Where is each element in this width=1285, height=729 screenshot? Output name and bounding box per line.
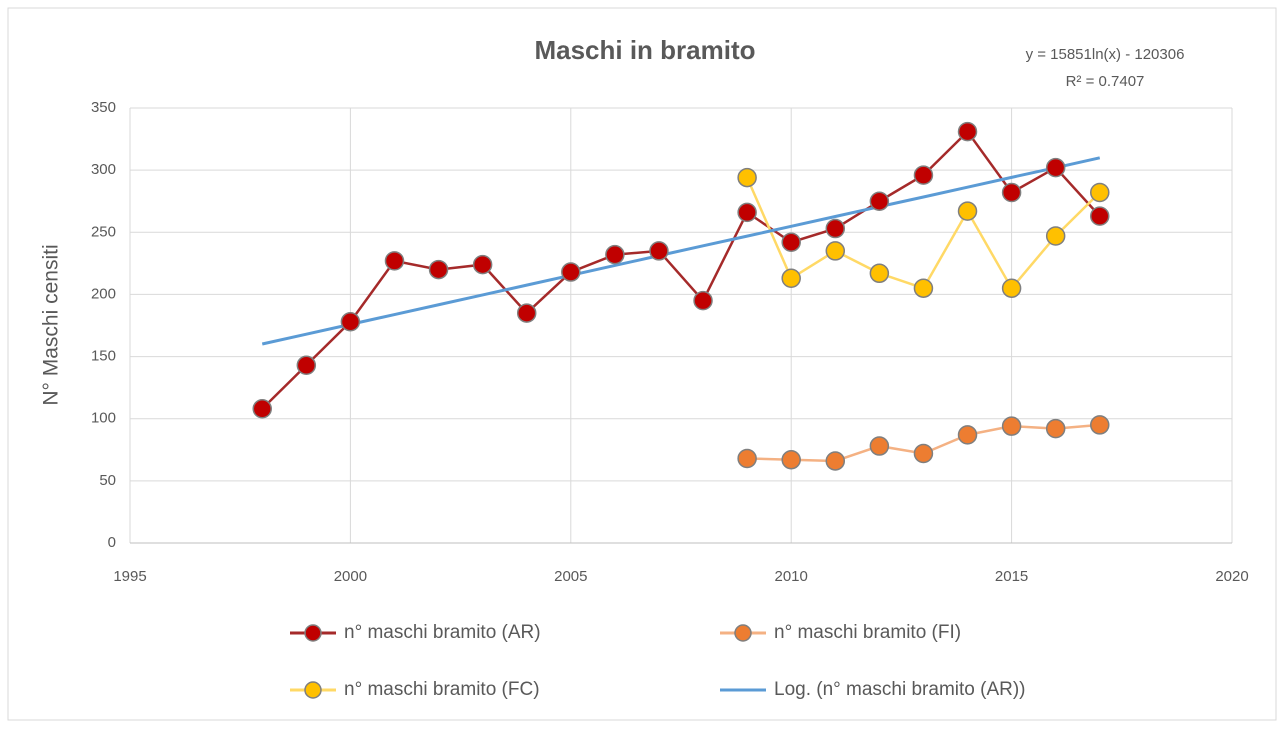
marker <box>781 449 801 470</box>
legend-item: Log. (n° maschi bramito (AR)) <box>720 679 1026 700</box>
legend-marker <box>304 681 322 699</box>
marker <box>957 425 978 445</box>
marker <box>957 201 978 221</box>
legend-label: n° maschi bramito (FI) <box>774 622 961 643</box>
marker <box>781 268 801 289</box>
marker <box>869 191 890 211</box>
marker <box>693 290 713 311</box>
x-tick-label: 2010 <box>775 568 808 585</box>
chart-title: Maschi in bramito <box>534 35 755 65</box>
legend-marker <box>734 624 752 642</box>
legend-marker <box>304 624 322 642</box>
marker <box>252 399 272 419</box>
y-tick-label: 200 <box>91 285 116 302</box>
marker <box>913 278 934 298</box>
marker <box>340 312 361 332</box>
marker <box>1001 182 1022 203</box>
marker <box>737 448 757 469</box>
y-tick-label: 100 <box>91 410 116 427</box>
marker <box>384 251 405 271</box>
y-tick-label: 0 <box>108 534 116 551</box>
y-tick-label: 250 <box>91 223 116 240</box>
marker <box>649 241 669 261</box>
marker <box>561 262 581 282</box>
marker <box>737 167 757 188</box>
legend-item: n° maschi bramito (FI) <box>720 622 961 643</box>
series-line <box>261 156 1101 346</box>
marker <box>1001 278 1022 298</box>
chart-border <box>7 7 1277 721</box>
trend-equation: y = 15851ln(x) - 120306 <box>1026 46 1185 63</box>
marker <box>1001 416 1022 436</box>
marker <box>913 443 934 464</box>
legend-label: n° maschi bramito (AR) <box>344 622 541 643</box>
legend-item: n° maschi bramito (FC) <box>290 679 540 700</box>
marker <box>605 244 625 265</box>
y-tick-label: 300 <box>91 161 116 178</box>
marker <box>428 259 449 280</box>
marker <box>869 263 890 284</box>
marker <box>516 303 537 323</box>
marker <box>1045 226 1066 246</box>
x-tick-label: 2015 <box>995 568 1028 585</box>
x-tick-label: 1995 <box>113 568 146 585</box>
marker <box>781 232 801 252</box>
legend-label: Log. (n° maschi bramito (AR)) <box>774 679 1026 700</box>
marker <box>472 254 493 275</box>
legend-item: n° maschi bramito (AR) <box>290 622 541 643</box>
x-tick-label: 2000 <box>334 568 367 585</box>
y-axis-label: N° Maschi censiti <box>40 244 63 405</box>
marker <box>957 121 978 142</box>
marker <box>1045 157 1066 178</box>
trend-r2: R² = 0.7407 <box>1066 73 1145 90</box>
marker <box>869 436 890 456</box>
marker <box>1090 182 1110 203</box>
marker <box>913 165 934 185</box>
y-tick-label: 150 <box>91 348 116 365</box>
marker <box>825 218 846 239</box>
marker <box>296 355 317 376</box>
marker <box>825 241 846 261</box>
x-tick-label: 2020 <box>1215 568 1248 585</box>
marker <box>1090 415 1110 435</box>
legend-label: n° maschi bramito (FC) <box>344 679 540 700</box>
marker <box>1090 206 1110 226</box>
marker <box>1045 418 1066 439</box>
y-tick-label: 50 <box>99 472 116 489</box>
marker <box>825 451 846 471</box>
y-tick-label: 350 <box>91 99 116 116</box>
marker <box>737 202 757 223</box>
x-tick-label: 2005 <box>554 568 587 585</box>
